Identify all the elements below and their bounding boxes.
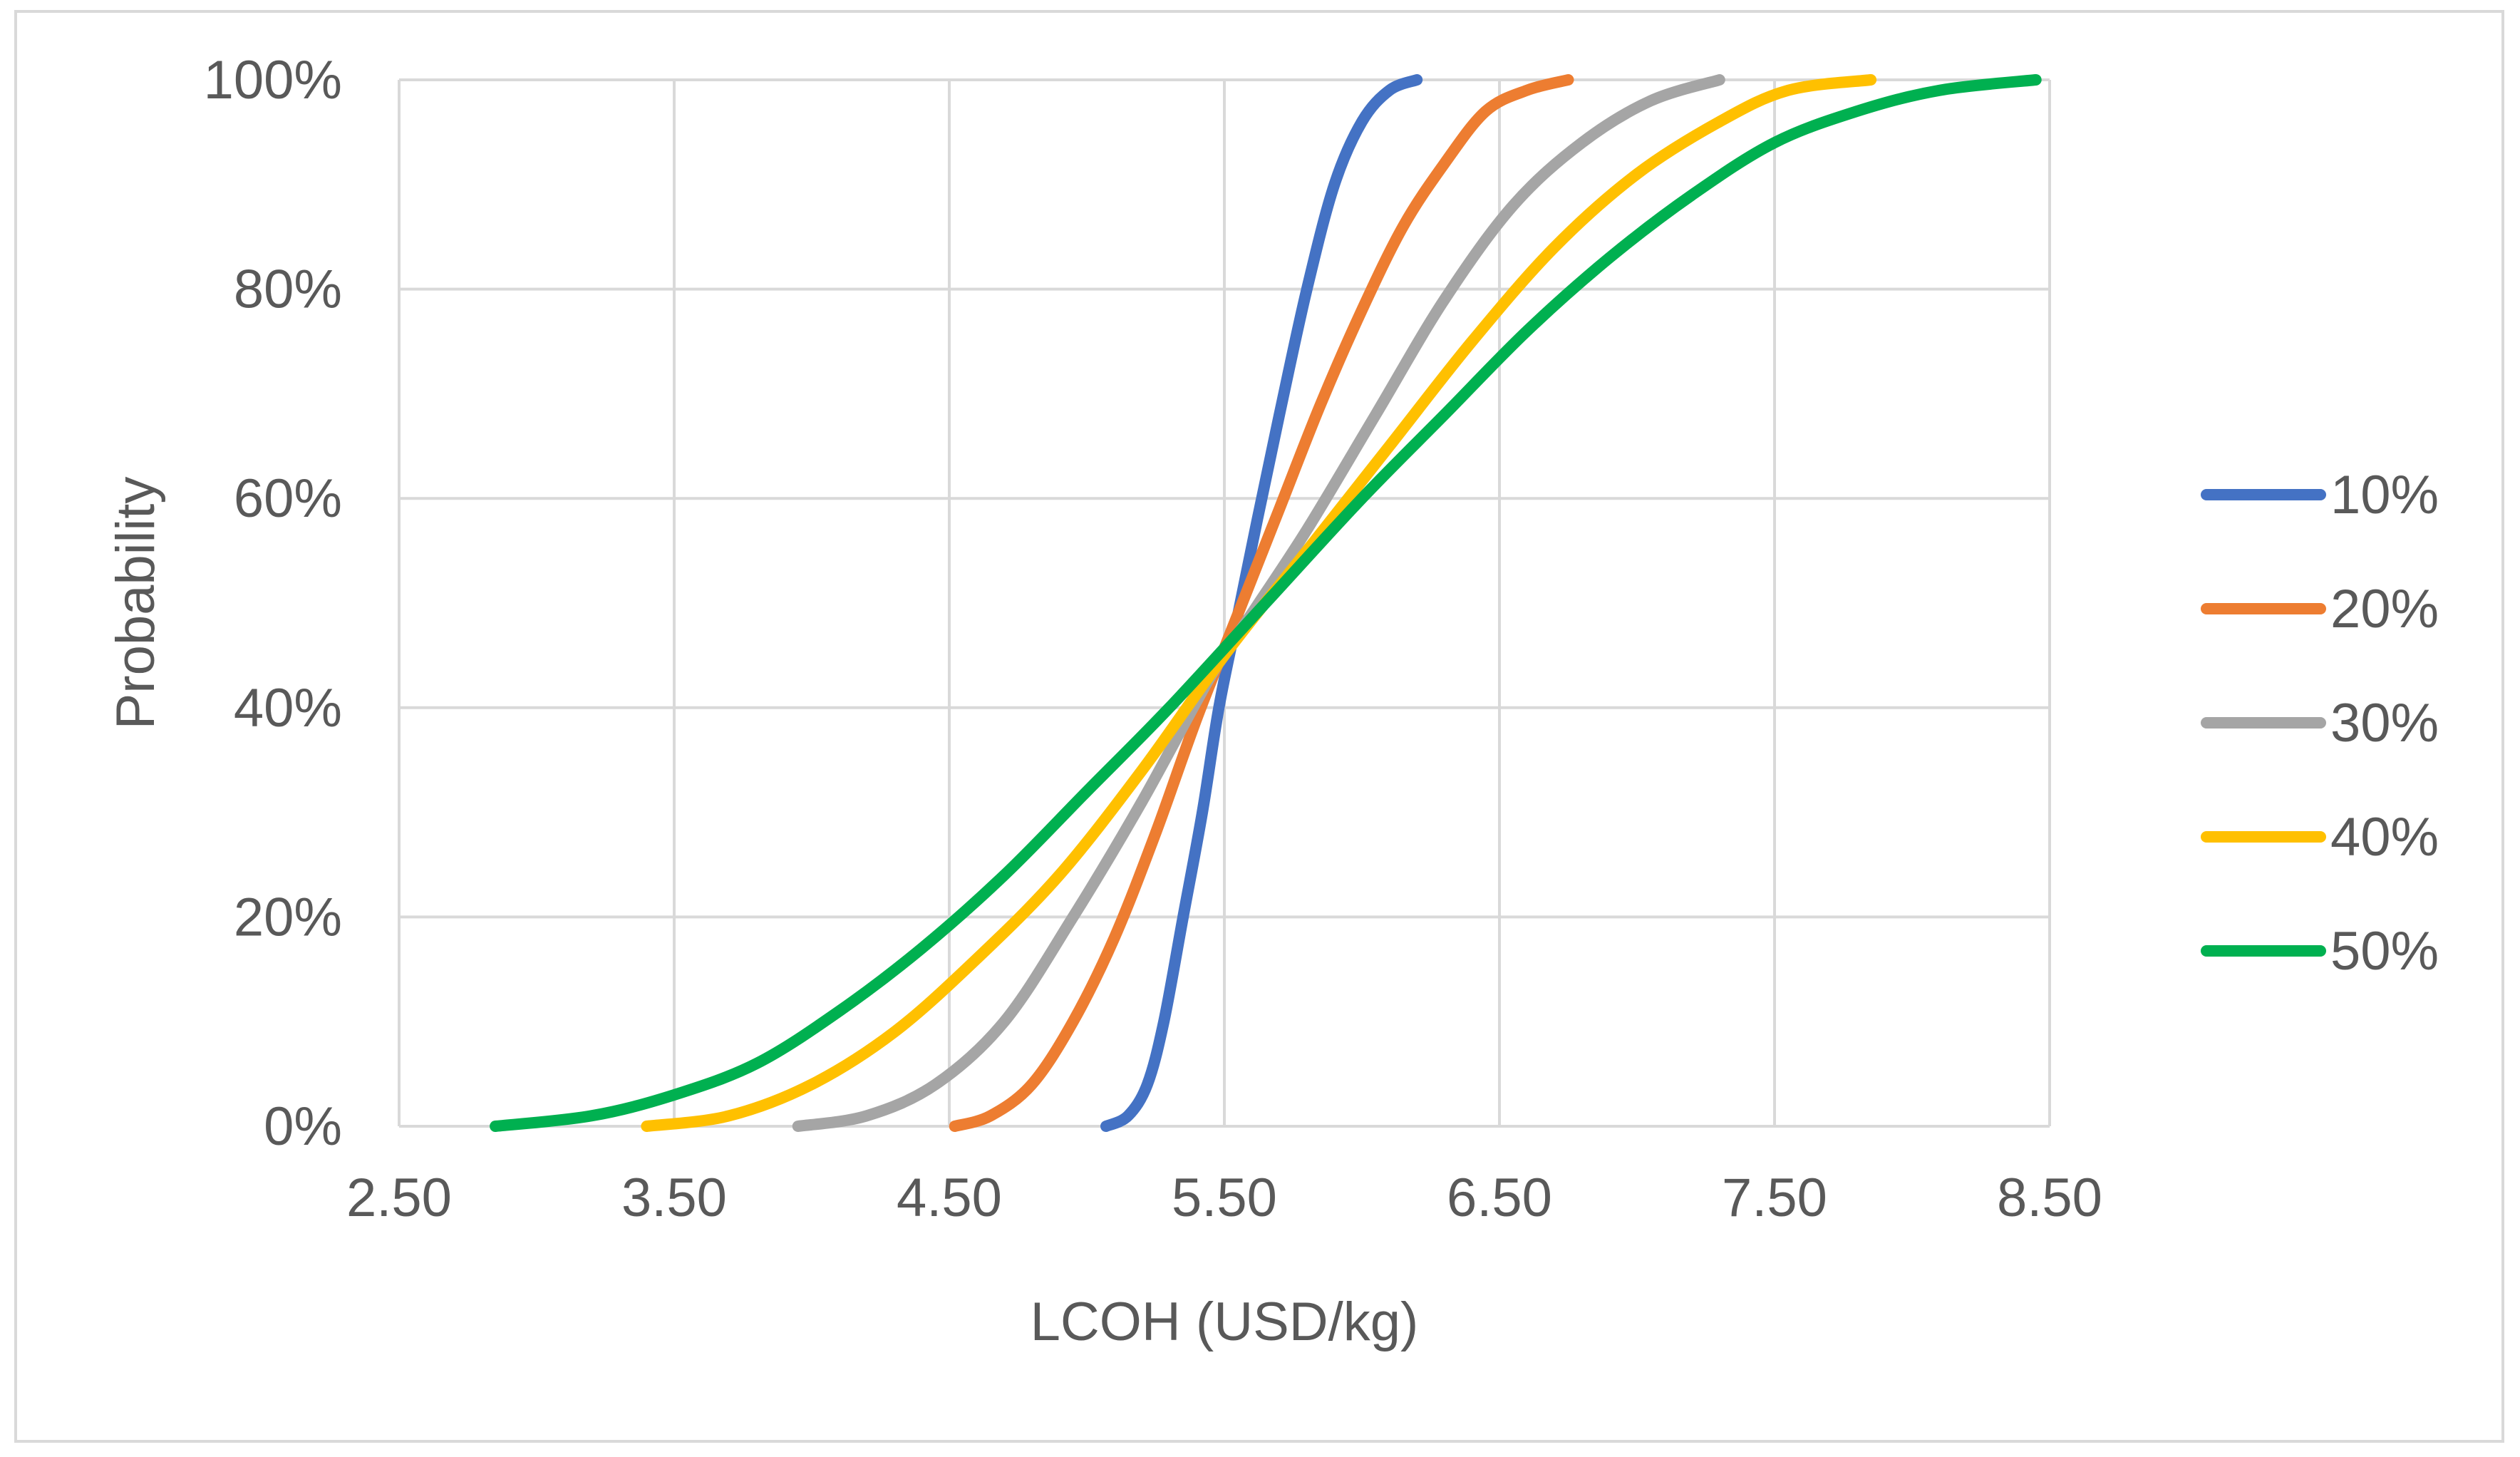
legend-item: 40% [2201, 807, 2439, 867]
legend-item: 30% [2201, 693, 2439, 753]
grid-layer [398, 78, 2051, 1128]
legend-label: 30% [2330, 693, 2439, 753]
tick-layer: 2.50 3.50 4.50 5.50 6.50 7.50 8.50 0% 20% 40% 60% 8… [204, 50, 2102, 1228]
series-layer [490, 74, 2042, 1132]
y-tick-label: 60% [234, 468, 342, 529]
x-tick-label: 3.50 [621, 1168, 727, 1228]
legend-label: 40% [2330, 807, 2439, 867]
y-tick-label: 40% [234, 678, 342, 738]
legend-item: 20% [2201, 579, 2439, 639]
x-axis-title: LCOH (USD/kg) [1031, 1292, 1419, 1352]
legend-label: 20% [2330, 579, 2439, 639]
legend-label: 10% [2330, 465, 2439, 525]
chart-frame [14, 10, 2504, 1443]
legend-item: 50% [2201, 921, 2439, 982]
x-tick-label: 7.50 [1722, 1168, 1827, 1228]
legend: 10% 20% 30% 40% 50% [2201, 465, 2439, 982]
x-tick-label: 2.50 [346, 1168, 452, 1228]
y-tick-label: 80% [234, 259, 342, 320]
y-axis-title: Probability [105, 477, 166, 730]
y-tick-label: 0% [264, 1096, 342, 1157]
y-tick-label: 20% [234, 887, 342, 947]
legend-item: 10% [2201, 465, 2439, 525]
legend-label: 50% [2330, 921, 2439, 982]
series-line-50pct [490, 74, 2042, 1132]
x-tick-label: 6.50 [1447, 1168, 1552, 1228]
series-line-20pct [949, 74, 1574, 1132]
y-tick-label: 100% [204, 50, 342, 110]
x-tick-label: 8.50 [1997, 1168, 2102, 1228]
x-tick-label: 4.50 [897, 1168, 1002, 1228]
x-tick-label: 5.50 [1172, 1168, 1277, 1228]
